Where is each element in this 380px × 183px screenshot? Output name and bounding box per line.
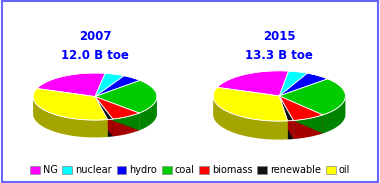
Polygon shape	[293, 115, 323, 139]
Polygon shape	[279, 96, 323, 133]
Text: 2007: 2007	[79, 30, 111, 43]
Polygon shape	[139, 96, 157, 130]
Polygon shape	[95, 97, 113, 137]
Polygon shape	[279, 71, 307, 96]
Polygon shape	[95, 97, 113, 120]
Polygon shape	[95, 97, 139, 130]
Polygon shape	[213, 87, 288, 121]
Polygon shape	[279, 96, 293, 139]
Text: 2015: 2015	[263, 30, 296, 43]
Polygon shape	[279, 96, 323, 133]
Polygon shape	[279, 79, 345, 115]
Polygon shape	[37, 73, 105, 97]
Polygon shape	[95, 80, 157, 113]
Polygon shape	[279, 96, 288, 139]
Polygon shape	[95, 97, 139, 119]
Polygon shape	[95, 73, 124, 97]
Polygon shape	[95, 97, 108, 137]
Polygon shape	[279, 96, 323, 121]
Polygon shape	[279, 96, 293, 121]
Text: 12.0 B toe: 12.0 B toe	[61, 49, 129, 62]
Polygon shape	[95, 97, 108, 137]
Polygon shape	[95, 76, 140, 97]
Polygon shape	[95, 97, 113, 137]
Polygon shape	[213, 96, 288, 140]
Text: 13.3 B toe: 13.3 B toe	[245, 49, 313, 62]
Polygon shape	[108, 119, 113, 137]
Polygon shape	[33, 89, 108, 120]
Polygon shape	[113, 113, 139, 137]
Polygon shape	[279, 73, 328, 96]
Polygon shape	[217, 71, 289, 96]
Legend: NG, nuclear, hydro, coal, biomass, renewable, oil: NG, nuclear, hydro, coal, biomass, renew…	[30, 165, 350, 175]
Polygon shape	[95, 97, 139, 130]
Polygon shape	[33, 97, 108, 137]
Polygon shape	[279, 96, 293, 139]
Polygon shape	[279, 96, 288, 139]
Polygon shape	[288, 121, 293, 139]
Polygon shape	[323, 96, 345, 133]
